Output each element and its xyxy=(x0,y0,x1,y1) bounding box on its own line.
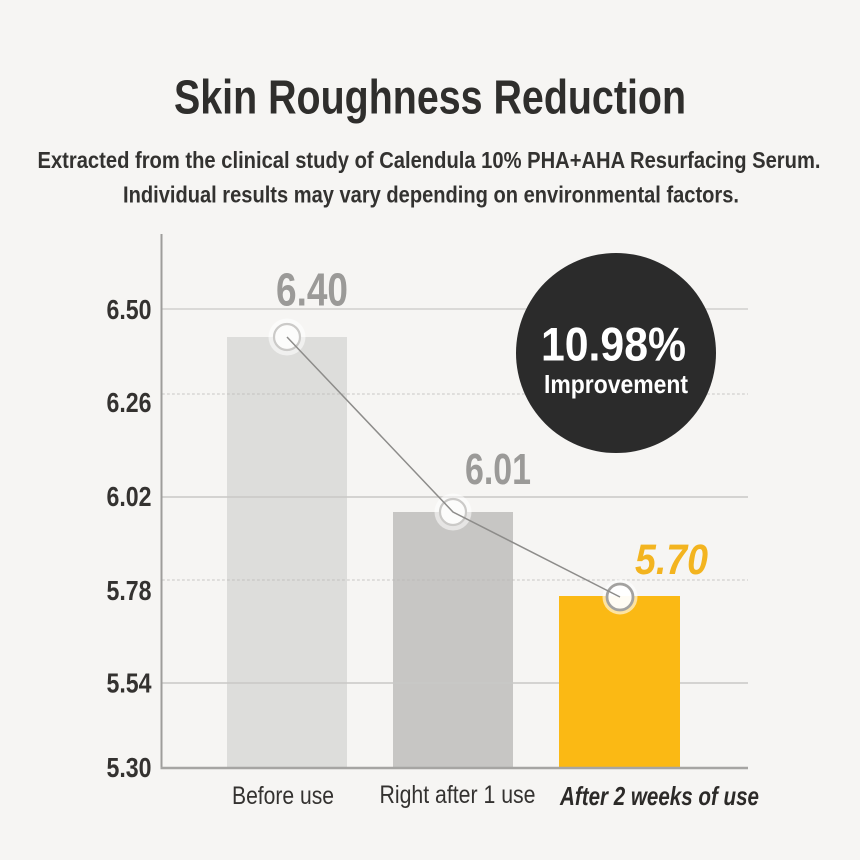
svg-text:Before use: Before use xyxy=(232,782,334,810)
svg-text:6.01: 6.01 xyxy=(465,445,531,494)
svg-text:Improvement: Improvement xyxy=(544,369,688,399)
svg-text:5.30: 5.30 xyxy=(107,752,152,783)
svg-text:10.98%: 10.98% xyxy=(541,318,686,371)
svg-text:After 2 weeks of use: After 2 weeks of use xyxy=(559,781,759,811)
svg-text:6.50: 6.50 xyxy=(107,294,152,325)
svg-text:6.26: 6.26 xyxy=(107,387,152,418)
svg-text:6.02: 6.02 xyxy=(107,481,152,512)
svg-text:Extracted from the clinical st: Extracted from the clinical study of Cal… xyxy=(38,147,821,173)
svg-text:Right after 1 use: Right after 1 use xyxy=(380,781,536,809)
svg-text:5.54: 5.54 xyxy=(107,668,152,699)
svg-text:5.78: 5.78 xyxy=(107,575,152,606)
svg-text:6.40: 6.40 xyxy=(276,264,348,316)
svg-text:Skin Roughness Reduction: Skin Roughness Reduction xyxy=(174,72,686,125)
svg-text:5.70: 5.70 xyxy=(635,536,708,584)
svg-text:Individual results may vary de: Individual results may vary depending on… xyxy=(123,182,739,208)
